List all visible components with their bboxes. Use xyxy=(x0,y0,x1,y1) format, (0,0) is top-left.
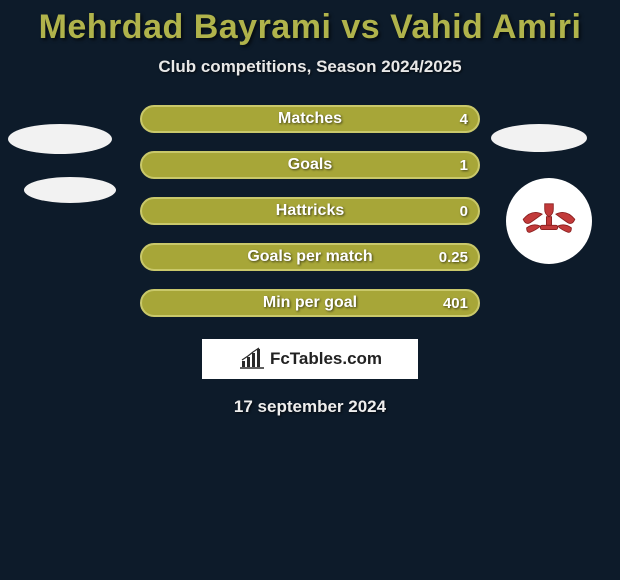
stat-value-right: 4 xyxy=(460,111,468,128)
infographic-container: Mehrdad Bayrami vs Vahid Amiri Club comp… xyxy=(0,0,620,417)
stat-row: Goals per match 0.25 xyxy=(140,243,480,271)
source-logo: FcTables.com xyxy=(202,339,418,379)
stat-label: Hattricks xyxy=(276,202,344,220)
stats-area: Matches 4 Goals 1 Hattricks 0 Goals per match 0… xyxy=(0,105,620,317)
stat-value-right: 401 xyxy=(443,295,468,312)
date-text: 17 september 2024 xyxy=(0,397,620,417)
page-title: Mehrdad Bayrami vs Vahid Amiri xyxy=(0,8,620,47)
bar-chart-icon xyxy=(238,347,266,371)
logo-text: FcTables.com xyxy=(270,349,382,369)
stat-row: Min per goal 401 xyxy=(140,289,480,317)
stat-value-right: 1 xyxy=(460,157,468,174)
stat-label: Matches xyxy=(278,110,342,128)
stat-row: Hattricks 0 xyxy=(140,197,480,225)
stat-row: Matches 4 xyxy=(140,105,480,133)
stat-label: Goals xyxy=(288,156,332,174)
stat-value-right: 0.25 xyxy=(439,249,468,266)
stat-label: Goals per match xyxy=(247,248,372,266)
page-subtitle: Club competitions, Season 2024/2025 xyxy=(0,57,620,77)
club-emblem xyxy=(506,178,592,264)
stat-row: Goals 1 xyxy=(140,151,480,179)
stat-value-right: 0 xyxy=(460,203,468,220)
stat-label: Min per goal xyxy=(263,294,357,312)
